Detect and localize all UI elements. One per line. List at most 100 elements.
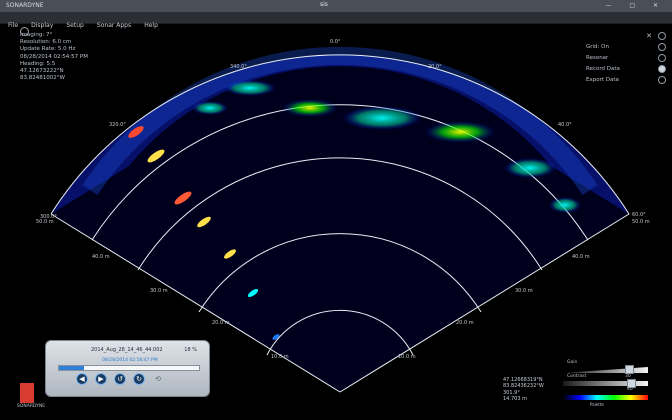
menu-help[interactable]: Help bbox=[144, 22, 158, 29]
palette-label: Palette bbox=[590, 402, 604, 407]
return-cluster bbox=[192, 101, 228, 115]
gps-panel: 47.12668319°N 83.82436232°W 301.9° 14.70… bbox=[503, 377, 544, 402]
angle-label-340: 340.0° bbox=[230, 64, 247, 70]
tool-grid[interactable]: Grid: On bbox=[586, 41, 666, 52]
gps-lat: 47.12668319°N bbox=[503, 377, 543, 383]
datetime-text: 08/28/2014 02:54:57 PM bbox=[20, 53, 88, 60]
play-back-button[interactable]: ◀ bbox=[76, 373, 88, 385]
gps-lon: 83.82436232°W bbox=[503, 383, 544, 390]
range-label-left-30: 30.0 m bbox=[150, 288, 168, 294]
angle-label-300: 300.0° bbox=[40, 214, 57, 220]
playback-progress-fill bbox=[59, 366, 85, 370]
range-label-right-30: 30.0 m bbox=[515, 288, 533, 294]
range-label-right-50: 50.0 m bbox=[632, 219, 650, 225]
rewind-button[interactable]: ↺ bbox=[114, 373, 126, 385]
window-title: sis bbox=[320, 1, 328, 8]
range-label-left-20: 20.0 m bbox=[212, 320, 230, 326]
range-arc-50 bbox=[50, 54, 630, 215]
top-icons: ✕ bbox=[586, 30, 666, 41]
gps-heading: 301.9° bbox=[503, 389, 520, 396]
play-button[interactable]: ▶ bbox=[95, 373, 107, 385]
info-icon[interactable] bbox=[20, 27, 29, 36]
menu-display[interactable]: Display bbox=[31, 22, 54, 29]
playback-controls: ◀ ▶ ↺ ↻ ⟲ bbox=[76, 373, 164, 385]
menu-sonar-apps[interactable]: Sonar Apps bbox=[96, 22, 132, 29]
recording-name: 2014_Aug_28_14_46_44.002 bbox=[91, 347, 163, 353]
skip-button[interactable]: ↻ bbox=[133, 373, 145, 385]
gain-label: Gain bbox=[567, 360, 578, 365]
heading-text: Heading: 5.5 bbox=[20, 60, 56, 67]
target-echo bbox=[128, 126, 144, 138]
grid-label: Grid: On bbox=[586, 43, 609, 50]
close-panel-icon[interactable]: ✕ bbox=[646, 31, 652, 40]
system-name: SONARDYNE bbox=[6, 2, 44, 9]
latitude-text: 47.12673222°N bbox=[20, 68, 64, 75]
target-echo bbox=[247, 288, 259, 298]
sonar-swath-band bbox=[82, 46, 598, 195]
angle-label-40: 40.0° bbox=[558, 122, 572, 128]
contrast-knob[interactable] bbox=[627, 379, 636, 388]
tool-record[interactable]: Record Data bbox=[586, 63, 666, 74]
angle-label-20: 20.0° bbox=[428, 64, 442, 70]
longitude-text: 83.82481002°W bbox=[20, 75, 65, 82]
range-label-right-40: 40.0 m bbox=[572, 254, 590, 260]
range-arc-10 bbox=[266, 309, 414, 356]
gps-range: 14.703 m bbox=[503, 395, 527, 402]
sector-edge-right bbox=[339, 213, 630, 393]
brand-logo-icon bbox=[20, 383, 34, 403]
imaging-text: Imaging: 7° bbox=[20, 32, 53, 38]
playback-progress-bar[interactable] bbox=[58, 365, 200, 371]
return-cluster bbox=[224, 80, 276, 96]
sonar-swath bbox=[51, 54, 629, 215]
range-label-left-50: 50.0 m bbox=[36, 219, 54, 225]
record-icon bbox=[658, 64, 666, 73]
playback-panel: 2014_Aug_28_14_46_44.002 18 % 08/28/2014… bbox=[45, 340, 210, 397]
angle-label-60: 60.0° bbox=[632, 212, 646, 218]
return-cluster bbox=[504, 158, 556, 178]
target-echo bbox=[147, 149, 165, 163]
range-label-left-40: 40.0 m bbox=[92, 254, 110, 260]
resolution-text: Resolution: 6.0 cm bbox=[20, 39, 72, 46]
status-panel: Imaging: 7° Resolution: 6.0 cm Update Ra… bbox=[20, 32, 88, 82]
update-rate-text: Update Rate: 5.0 Hz bbox=[20, 46, 76, 53]
contrast-value: 40 bbox=[627, 387, 633, 392]
sector-edge-left bbox=[50, 213, 341, 393]
contrast-label: Contrast bbox=[567, 374, 587, 379]
range-label-left-10: 10.0 m bbox=[271, 354, 289, 360]
resonar-icon bbox=[658, 53, 666, 62]
range-label-right-10: 10.0 m bbox=[398, 354, 416, 360]
range-arc-30 bbox=[137, 157, 543, 271]
window-controls[interactable]: — □ ✕ bbox=[605, 2, 666, 9]
brand-label: SONARDYNE bbox=[17, 404, 46, 409]
export-icon bbox=[658, 75, 666, 84]
image-controls: Gain 30 Contrast 40 Palette bbox=[555, 360, 661, 409]
grid-icon bbox=[658, 42, 666, 51]
menu-file[interactable]: File bbox=[8, 22, 19, 29]
tool-resonar[interactable]: Resonar bbox=[586, 52, 666, 63]
return-cluster bbox=[282, 99, 338, 117]
target-echo bbox=[272, 334, 280, 340]
range-arc-20 bbox=[198, 233, 482, 313]
return-cluster bbox=[342, 106, 422, 130]
menu-bar: File Display Setup Sonar Apps Help bbox=[0, 12, 672, 29]
resonar-label: Resonar bbox=[586, 54, 609, 61]
angle-label-0: 0.0° bbox=[330, 39, 341, 45]
target-echo bbox=[197, 216, 211, 228]
playback-percent: 18 % bbox=[184, 347, 197, 353]
range-label-right-20: 20.0 m bbox=[456, 320, 474, 326]
gain-knob[interactable] bbox=[625, 365, 634, 374]
target-echo bbox=[174, 191, 192, 205]
repeat-button[interactable]: ⟲ bbox=[155, 375, 161, 383]
return-cluster bbox=[424, 121, 496, 143]
tool-panel: ✕ Grid: On Resonar Record Data Export Da… bbox=[586, 30, 666, 85]
gain-slider[interactable] bbox=[563, 367, 648, 373]
menu-setup[interactable]: Setup bbox=[66, 22, 84, 29]
palette-bar[interactable] bbox=[563, 395, 648, 400]
tool-export[interactable]: Export Data bbox=[586, 74, 666, 85]
angle-label-320: 320.0° bbox=[109, 122, 126, 128]
settings-icon[interactable] bbox=[658, 31, 666, 40]
target-echo bbox=[224, 249, 236, 259]
contrast-slider[interactable] bbox=[563, 381, 648, 386]
record-label: Record Data bbox=[586, 65, 620, 72]
